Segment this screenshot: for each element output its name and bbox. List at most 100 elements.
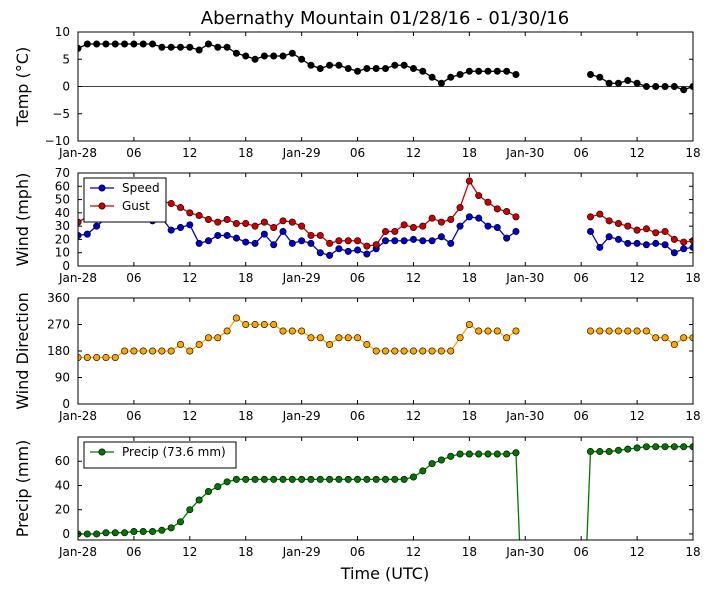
x-tick-label: 12	[182, 146, 197, 160]
x-tick-label: 18	[685, 545, 700, 559]
data-point	[596, 243, 604, 251]
legend-precip: Precip (73.6 mm)	[83, 441, 237, 469]
data-point	[596, 210, 604, 218]
data-point	[260, 320, 268, 328]
data-point	[409, 65, 417, 73]
data-point	[493, 450, 501, 458]
data-point	[586, 227, 594, 235]
data-point	[614, 446, 622, 454]
data-point	[279, 475, 287, 483]
data-point	[381, 347, 389, 355]
data-point	[242, 475, 250, 483]
data-point	[484, 198, 492, 206]
x-tick-label: Jan-30	[505, 271, 544, 285]
data-point	[214, 334, 222, 342]
data-point	[270, 223, 278, 231]
data-point	[465, 177, 473, 185]
data-point	[139, 40, 147, 48]
legend-swatch-marker	[98, 184, 106, 192]
data-point	[400, 237, 408, 245]
data-point	[186, 221, 194, 229]
data-point	[428, 73, 436, 81]
x-tick-label: 06	[574, 409, 589, 423]
data-point	[428, 347, 436, 355]
data-point	[624, 77, 632, 85]
data-point	[93, 40, 101, 48]
data-point	[354, 475, 362, 483]
legend-wind: Speed Gust	[83, 177, 167, 223]
data-point	[400, 221, 408, 229]
data-point	[437, 347, 445, 355]
x-tick-label: 06	[350, 545, 365, 559]
data-point	[503, 67, 511, 75]
data-point	[670, 249, 678, 257]
y-tick-label: 0	[62, 527, 70, 541]
x-tick-label: 12	[406, 409, 421, 423]
data-point	[400, 61, 408, 69]
data-point	[456, 71, 464, 79]
data-point	[186, 43, 194, 51]
data-point	[177, 43, 185, 51]
data-point	[596, 327, 604, 335]
x-tick-label: 06	[574, 146, 589, 160]
data-point	[624, 222, 632, 230]
data-point	[465, 67, 473, 75]
data-point	[372, 347, 380, 355]
x-tick-label: 12	[182, 409, 197, 423]
series-connector	[586, 451, 592, 540]
data-point	[251, 55, 259, 63]
data-point	[83, 40, 91, 48]
data-point	[680, 238, 688, 246]
y-tick-label: 5	[62, 52, 70, 66]
x-tick-label: Jan-30	[505, 409, 544, 423]
data-point	[447, 239, 455, 247]
data-point	[214, 483, 222, 491]
data-point	[493, 223, 501, 231]
data-point	[288, 218, 296, 226]
data-point	[139, 528, 147, 536]
data-point	[223, 43, 231, 51]
y-tick-label: 0	[62, 80, 70, 94]
data-point	[93, 222, 101, 230]
data-point	[149, 40, 157, 48]
x-tick-label: 18	[462, 271, 477, 285]
data-point	[354, 334, 362, 342]
y-tick-label: 0	[62, 259, 70, 273]
data-point	[111, 529, 119, 537]
data-point	[493, 67, 501, 75]
y-axis-label-precip: Precip (mm)	[13, 440, 32, 538]
data-point	[484, 222, 492, 230]
data-point	[232, 219, 240, 227]
data-point	[605, 233, 613, 241]
data-point	[503, 234, 511, 242]
data-point	[596, 448, 604, 456]
y-tick-label: 20	[55, 503, 70, 517]
data-point	[456, 222, 464, 230]
panel-precip: 60 40 20 0 Jan-28 06 12 18 Jan-29 06 12 18 Jan-30 06 1…	[13, 436, 701, 559]
data-point	[288, 49, 296, 57]
data-point	[437, 456, 445, 464]
data-point	[419, 467, 427, 475]
y-tick-label: 90	[55, 371, 70, 385]
data-point	[242, 219, 250, 227]
data-point	[177, 223, 185, 231]
data-point	[326, 251, 334, 259]
data-point	[372, 65, 380, 73]
data-point	[624, 239, 632, 247]
data-point	[344, 475, 352, 483]
data-point	[419, 347, 427, 355]
data-point	[102, 353, 110, 361]
data-point	[223, 216, 231, 224]
data-point	[586, 213, 594, 221]
data-point	[493, 205, 501, 213]
data-point	[652, 334, 660, 342]
data-point	[512, 71, 520, 79]
data-point	[614, 327, 622, 335]
data-point	[158, 526, 166, 534]
data-point	[419, 237, 427, 245]
data-point	[279, 327, 287, 335]
data-point	[670, 235, 678, 243]
